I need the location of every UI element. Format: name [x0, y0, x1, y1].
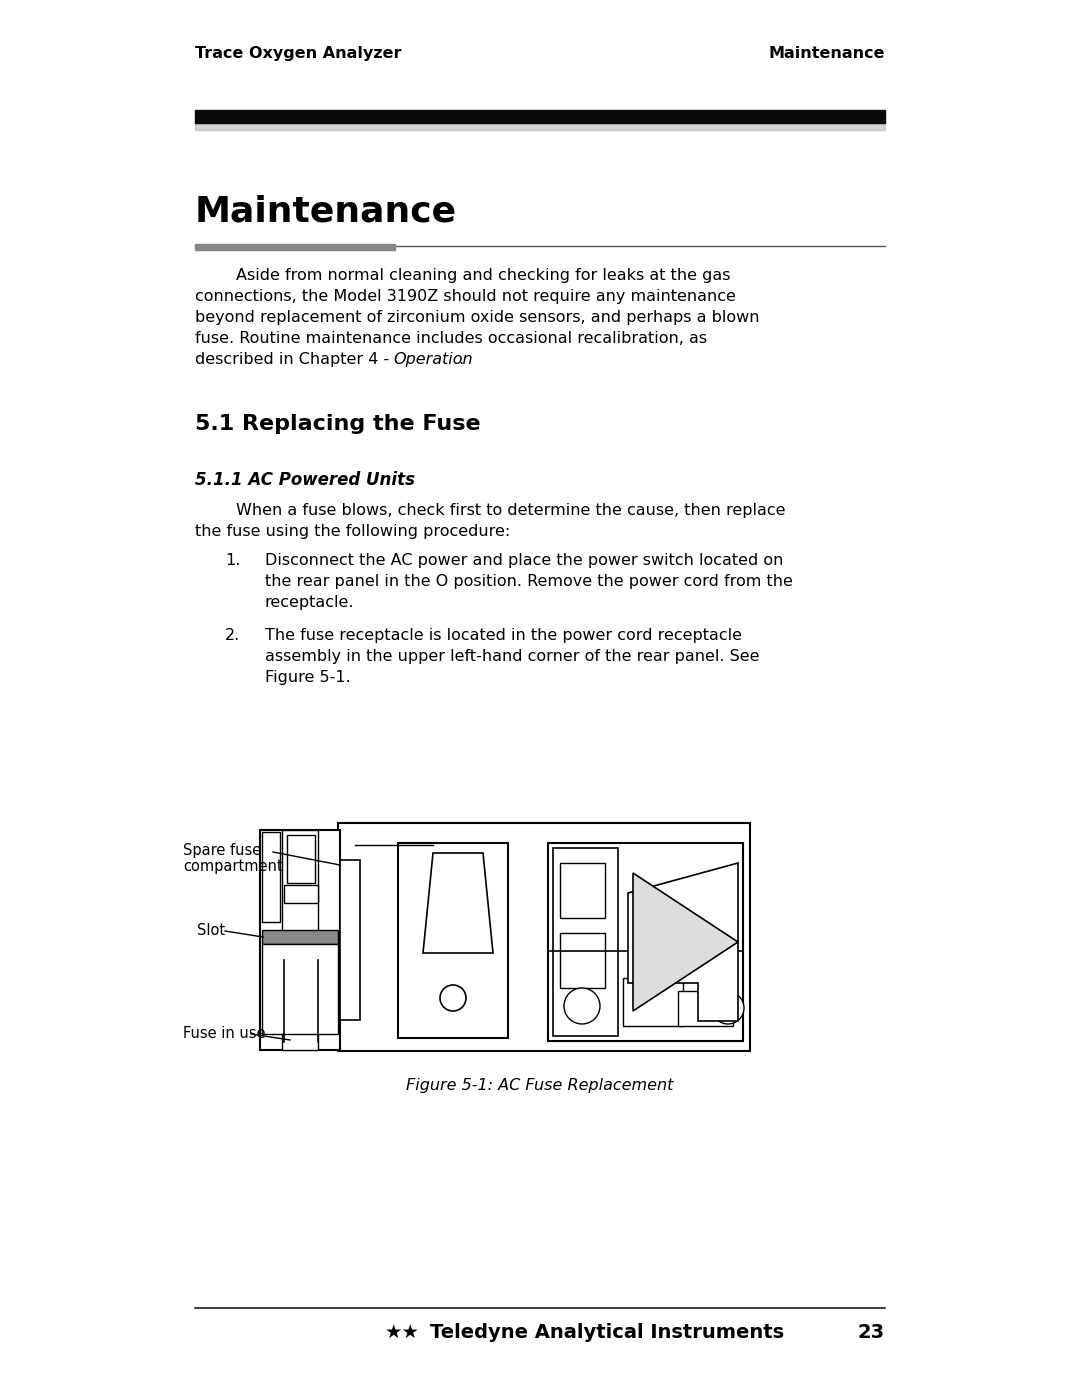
Text: Teledyne Analytical Instruments: Teledyne Analytical Instruments	[430, 1323, 784, 1343]
Text: ★★: ★★	[384, 1323, 420, 1343]
Text: Aside from normal cleaning and checking for leaks at the gas: Aside from normal cleaning and checking …	[195, 268, 730, 284]
Text: Figure 5-1.: Figure 5-1.	[265, 671, 351, 685]
Text: Spare fuse: Spare fuse	[183, 842, 261, 858]
Bar	[282, 830, 318, 1051]
Text: Maintenance: Maintenance	[195, 196, 457, 229]
Bar	[340, 861, 360, 1020]
Bar	[260, 830, 340, 1051]
Text: 2.: 2.	[225, 629, 240, 643]
Text: Trace Oxygen Analyzer: Trace Oxygen Analyzer	[195, 46, 402, 61]
Bar	[338, 823, 750, 1051]
Bar	[678, 990, 733, 1025]
Text: The fuse receptacle is located in the power cord receptacle: The fuse receptacle is located in the po…	[265, 629, 742, 643]
Text: .: .	[458, 352, 463, 367]
Bar	[262, 930, 338, 944]
Bar	[195, 244, 395, 250]
Text: Disconnect the AC power and place the power switch located on: Disconnect the AC power and place the po…	[265, 553, 783, 569]
Text: 23: 23	[858, 1323, 885, 1343]
Polygon shape	[423, 854, 492, 953]
Text: Fuse in use: Fuse in use	[183, 1025, 266, 1041]
Text: 5.1.1 AC Powered Units: 5.1.1 AC Powered Units	[195, 471, 415, 489]
Bar	[561, 933, 605, 988]
Bar	[262, 833, 280, 922]
Text: Maintenance: Maintenance	[769, 46, 885, 61]
Bar	[195, 110, 885, 123]
Circle shape	[440, 985, 465, 1011]
Text: fuse. Routine maintenance includes occasional recalibration, as: fuse. Routine maintenance includes occas…	[195, 331, 707, 346]
Bar	[548, 842, 743, 1041]
Text: assembly in the upper left-hand corner of the rear panel. See: assembly in the upper left-hand corner o…	[265, 650, 759, 664]
Text: connections, the Model 3190Z should not require any maintenance: connections, the Model 3190Z should not …	[195, 289, 735, 305]
Text: When a fuse blows, check first to determine the cause, then replace: When a fuse blows, check first to determ…	[195, 503, 785, 518]
Polygon shape	[633, 873, 738, 1011]
Bar	[561, 863, 605, 918]
Bar	[287, 835, 315, 883]
Text: 1.: 1.	[225, 553, 241, 569]
Bar	[195, 123, 885, 130]
Polygon shape	[627, 863, 738, 1021]
Text: beyond replacement of zirconium oxide sensors, and perhaps a blown: beyond replacement of zirconium oxide se…	[195, 310, 759, 326]
Text: 5.1 Replacing the Fuse: 5.1 Replacing the Fuse	[195, 414, 481, 434]
Text: the rear panel in the O position. Remove the power cord from the: the rear panel in the O position. Remove…	[265, 574, 793, 590]
Text: Figure 5-1: AC Fuse Replacement: Figure 5-1: AC Fuse Replacement	[406, 1078, 674, 1092]
Text: the fuse using the following procedure:: the fuse using the following procedure:	[195, 524, 510, 539]
Text: Slot: Slot	[197, 923, 225, 937]
Bar	[553, 848, 618, 1037]
Text: Operation: Operation	[393, 352, 473, 367]
Bar	[284, 886, 318, 902]
Text: receptacle.: receptacle.	[265, 595, 354, 610]
Bar	[623, 978, 683, 1025]
Circle shape	[712, 992, 744, 1024]
Circle shape	[564, 988, 600, 1024]
Bar	[399, 842, 508, 1038]
Text: compartment: compartment	[183, 859, 283, 875]
Text: described in Chapter 4 -: described in Chapter 4 -	[195, 352, 394, 367]
Bar	[262, 944, 338, 1034]
